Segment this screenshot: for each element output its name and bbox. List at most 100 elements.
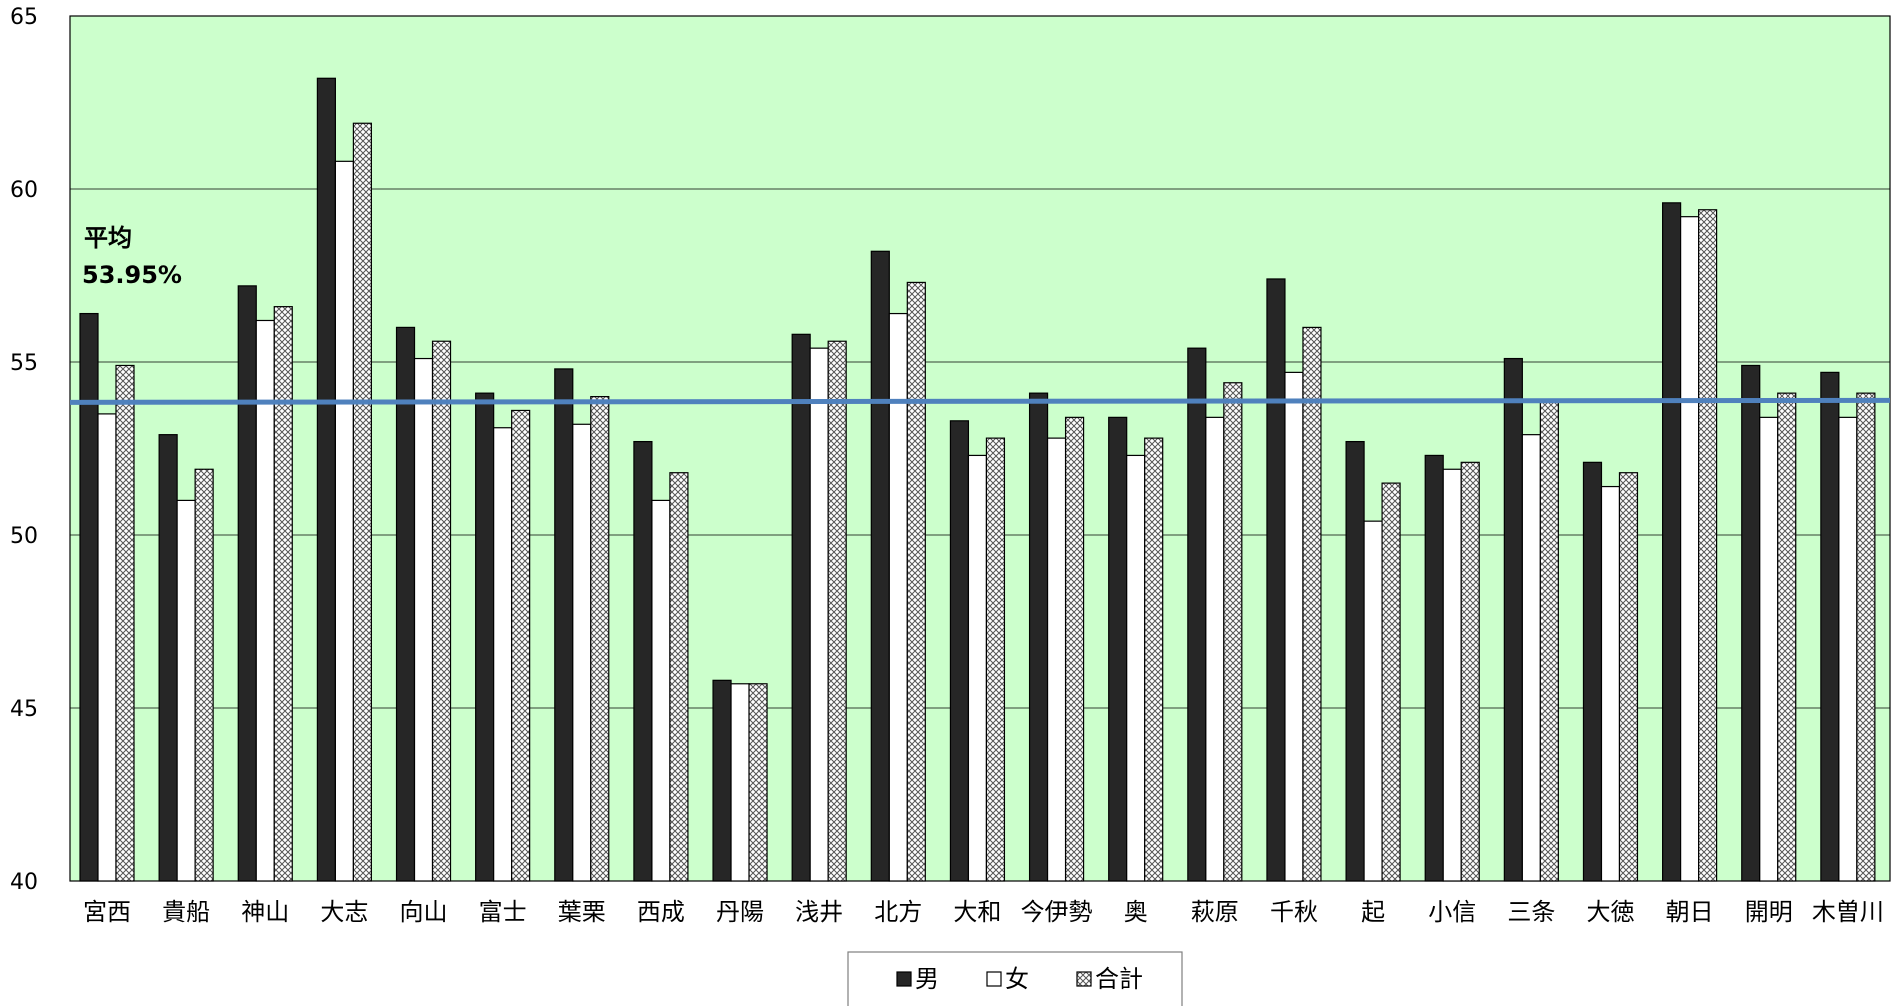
bar-male <box>395 326 416 882</box>
x-tick-label: 宮西 <box>83 898 131 926</box>
bar-total <box>1618 472 1639 882</box>
bar-female <box>809 347 829 882</box>
bar-male <box>1424 454 1444 882</box>
bar-male <box>475 392 495 882</box>
bar-male <box>633 440 653 882</box>
bar-total <box>1223 382 1243 882</box>
bar-total <box>352 122 372 882</box>
bar-male <box>1187 347 1207 882</box>
legend-swatch <box>986 971 1002 987</box>
bar-total <box>669 472 689 882</box>
x-tick-label: 開明 <box>1745 898 1793 926</box>
x-tick-label: 向山 <box>400 898 448 926</box>
legend-label: 男 <box>915 965 939 993</box>
bar-male <box>1345 440 1365 882</box>
bar-female <box>1284 371 1304 882</box>
average-value: 53.95% <box>82 261 182 289</box>
bar-male <box>1266 278 1286 882</box>
bar-female <box>97 413 117 882</box>
bar-female <box>334 160 354 882</box>
bar-female <box>967 454 988 882</box>
x-tick-label: 奥 <box>1124 898 1148 926</box>
bar-male <box>79 312 99 882</box>
x-tick-label: 富士 <box>479 898 527 926</box>
x-tick-label: 大和 <box>953 898 1001 926</box>
bar-total <box>273 306 293 882</box>
bar-total <box>827 340 847 882</box>
bar-male <box>1662 202 1682 882</box>
y-tick-label: 60 <box>10 178 38 203</box>
x-tick-label: 今伊勢 <box>1021 898 1093 926</box>
bar-female <box>572 423 592 882</box>
x-tick-label: 大志 <box>320 898 368 926</box>
bar-male <box>1108 416 1128 882</box>
bar-female <box>1363 520 1383 882</box>
bar-total <box>1302 326 1322 882</box>
bar-male <box>554 368 574 882</box>
bars <box>79 77 1876 882</box>
bar-female <box>413 357 434 882</box>
bar-total <box>748 683 768 882</box>
bar-female <box>888 312 908 882</box>
x-tick-label: 葉栗 <box>558 898 606 926</box>
x-axis-labels: 宮西 貴船 神山 大志 向山 富士 葉栗 西成 丹陽 浅井 北方 大和 今伊勢 奥 萩原 千秋 起 小信 三条 大徳 朝… <box>83 898 1884 926</box>
x-tick-label: 朝日 <box>1666 898 1714 926</box>
bar-male <box>1582 461 1603 882</box>
bar-female <box>1680 216 1700 882</box>
legend-label: 女 <box>1005 965 1029 993</box>
x-tick-label: 西成 <box>637 898 685 926</box>
y-tick-label: 50 <box>10 524 38 549</box>
bar-total <box>1064 416 1085 882</box>
bar-female <box>493 427 513 882</box>
legend-swatch <box>896 971 912 987</box>
bar-female <box>1126 454 1146 882</box>
bar-male <box>791 333 811 882</box>
bar-male <box>158 434 178 882</box>
bar-total <box>194 468 214 882</box>
average-label: 平均 <box>84 224 132 252</box>
bar-total <box>1539 399 1559 882</box>
x-tick-label: 木曽川 <box>1812 898 1884 926</box>
bar-female <box>1521 434 1541 882</box>
legend-label: 合計 <box>1095 965 1143 993</box>
x-tick-label: 貴船 <box>162 898 210 926</box>
bar-male <box>949 420 970 882</box>
x-tick-label: 北方 <box>874 898 922 926</box>
bar-female <box>1442 468 1462 882</box>
bar-female <box>176 499 196 882</box>
bar-male <box>1503 357 1523 882</box>
y-tick-label: 65 <box>10 5 38 30</box>
bar-total <box>115 364 135 882</box>
x-tick-label: 起 <box>1361 898 1385 926</box>
x-tick-label: 丹陽 <box>716 898 764 926</box>
y-axis-ticks: 40 45 50 55 60 65 <box>10 5 38 895</box>
bar-male <box>712 679 732 882</box>
bar-total <box>1698 209 1718 882</box>
bar-total <box>1144 437 1164 882</box>
bar-total <box>1856 392 1876 882</box>
x-tick-label: 大徳 <box>1586 898 1634 926</box>
x-tick-label: 萩原 <box>1191 898 1239 926</box>
bar-total <box>431 340 452 882</box>
bar-total <box>1381 482 1401 882</box>
bar-total <box>1460 461 1480 882</box>
bar-total <box>590 396 610 882</box>
bar-female <box>1600 485 1621 882</box>
bar-male <box>316 77 336 882</box>
bar-male <box>1820 371 1840 882</box>
x-tick-label: 小信 <box>1428 898 1476 926</box>
y-tick-label: 55 <box>10 351 38 376</box>
bar-female <box>1759 416 1779 882</box>
bar-male <box>1741 364 1761 882</box>
x-tick-label: 浅井 <box>795 898 843 926</box>
bar-total <box>1777 392 1797 882</box>
bar-male <box>1028 392 1049 882</box>
average-line <box>69 397 1891 405</box>
bar-total <box>985 437 1006 882</box>
bar-female <box>1838 416 1858 882</box>
legend-swatch <box>1076 971 1092 987</box>
bar-male <box>237 285 257 882</box>
bar-female <box>1205 416 1225 882</box>
bar-male <box>870 250 890 882</box>
